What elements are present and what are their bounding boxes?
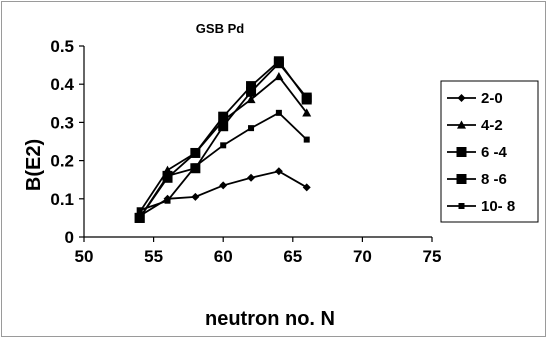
x-axis-title: neutron no. N	[205, 308, 335, 330]
series-line	[138, 61, 308, 219]
x-tick-label: 65	[283, 247, 302, 266]
series-4	[134, 58, 312, 223]
legend-marker	[456, 147, 467, 157]
data-point	[218, 121, 229, 132]
y-tick-label: 0.3	[50, 113, 74, 132]
data-point	[162, 170, 173, 181]
y-axis-title: B(E2)	[23, 139, 45, 191]
data-point	[164, 197, 171, 204]
y-tick-label: 0	[65, 228, 74, 247]
legend-entry: 8 -6	[447, 171, 507, 188]
x-tick-label: 50	[75, 247, 94, 266]
legend-entry: 6 -4	[447, 144, 508, 161]
data-point	[274, 72, 284, 81]
data-point	[246, 94, 256, 104]
legend-marker	[456, 174, 467, 184]
data-point	[192, 163, 199, 170]
series-3	[134, 56, 312, 223]
y-tick-label: 0.5	[50, 37, 74, 56]
series-5	[136, 109, 310, 214]
y-tick-label: 0.2	[50, 152, 74, 171]
data-point	[248, 125, 255, 132]
plot-area: 0 0.1 0.2 0.3 0.4 0.5 50 55 60 65 70 75	[50, 37, 441, 266]
series-1	[135, 167, 311, 220]
legend-entry: 2-0	[447, 90, 503, 107]
x-tick-label: 60	[214, 247, 233, 266]
data-point	[302, 183, 311, 192]
legend-entry: 10- 8	[447, 198, 515, 215]
legend-label: 8 -6	[481, 171, 507, 188]
data-point	[136, 207, 143, 214]
data-point	[218, 111, 229, 122]
series-line	[138, 59, 308, 219]
legend-label: 2-0	[481, 90, 503, 107]
legend-marker	[458, 203, 465, 209]
legend-label: 6 -4	[481, 144, 508, 161]
data-point	[246, 81, 257, 92]
x-tick-label: 70	[353, 247, 372, 266]
chart-title: GSB Pd	[196, 21, 244, 36]
data-point	[220, 142, 227, 149]
data-point	[303, 136, 310, 143]
data-point	[301, 92, 312, 103]
data-point	[246, 86, 257, 97]
data-point	[275, 109, 282, 116]
data-point	[191, 192, 200, 201]
legend-label: 10- 8	[481, 198, 515, 215]
legend-entry: 4-2	[447, 117, 503, 134]
data-point	[247, 173, 256, 182]
x-tick-label: 55	[144, 247, 163, 266]
data-point	[134, 212, 145, 223]
data-point	[219, 181, 228, 190]
data-point	[273, 58, 284, 69]
legend: 2-0 4-2 6 -4 8 -6 10- 8	[440, 80, 539, 223]
legend-label: 4-2	[481, 117, 503, 134]
data-point	[302, 108, 312, 117]
legend-marker	[457, 120, 466, 129]
data-point	[274, 167, 283, 176]
legend-marker	[457, 94, 466, 102]
x-tick-label: 75	[423, 247, 442, 266]
y-tick-label: 0.4	[50, 75, 74, 94]
data-point	[190, 147, 201, 158]
y-tick-label: 0.1	[50, 190, 74, 209]
